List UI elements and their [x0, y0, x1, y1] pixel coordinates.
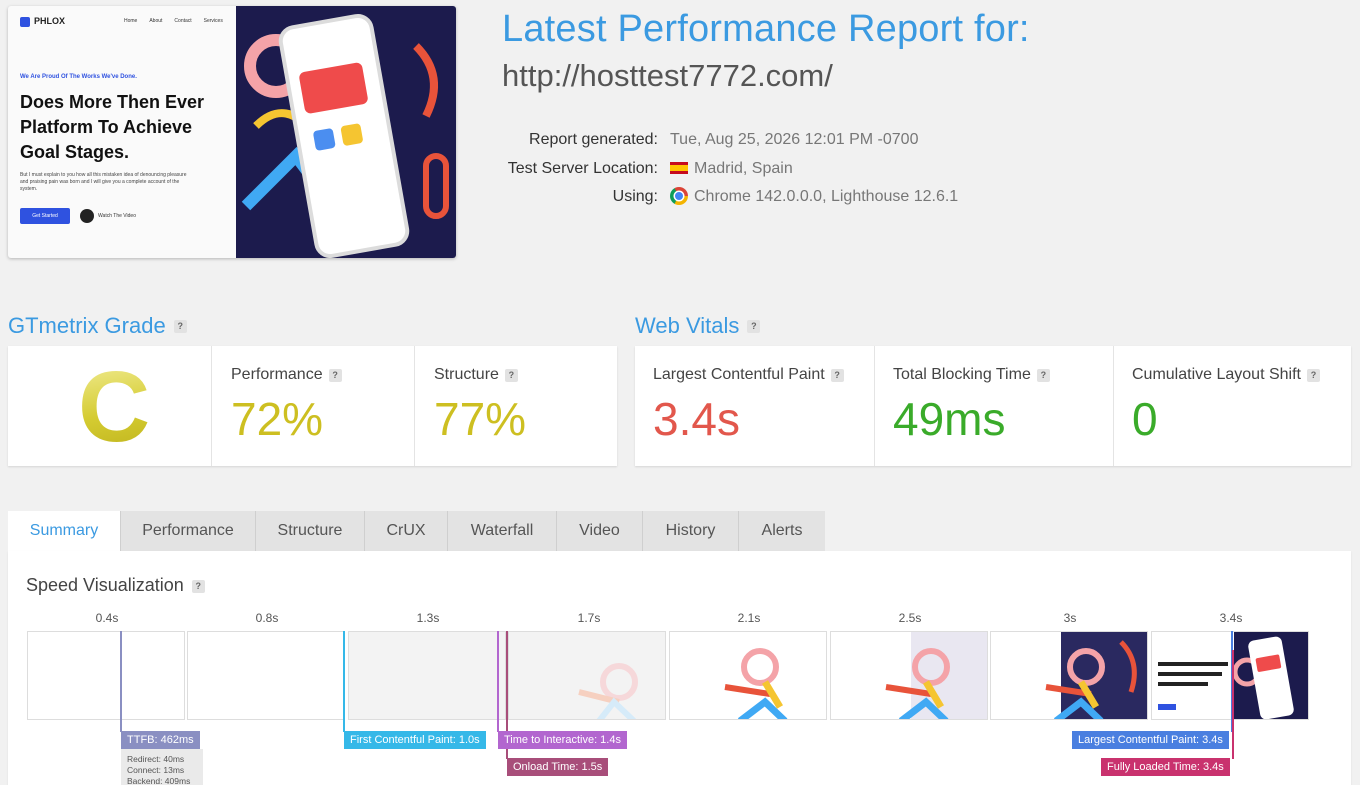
timeline-tick: 1.3s [416, 611, 440, 625]
lcp-label: Largest Contentful Paint? [653, 366, 844, 384]
filmstrip-frame[interactable] [348, 631, 506, 720]
lcp-cell: Largest Contentful Paint? 3.4s [635, 346, 874, 466]
timeline-tick: 2.1s [737, 611, 761, 625]
report-generated-value: Tue, Aug 25, 2026 12:01 PM -0700 [670, 131, 919, 148]
tbt-cell: Total Blocking Time? 49ms [874, 346, 1113, 466]
structure-cell: Structure? 77% [414, 346, 617, 466]
logo-icon [20, 16, 30, 27]
help-icon[interactable]: ? [830, 369, 844, 382]
test-location-value: Madrid, Spain [670, 155, 958, 184]
backend-time: Backend: 409ms [127, 776, 191, 785]
tab-history[interactable]: History [643, 511, 739, 551]
report-tabs: Summary Performance Structure CrUX Water… [8, 511, 825, 551]
tab-performance[interactable]: Performance [121, 511, 256, 551]
screenshot-logo: PHLOX [20, 16, 65, 27]
gtmetrix-grade-title: GTmetrix Grade? [8, 313, 187, 339]
timeline-tick: 3s [1063, 611, 1077, 625]
speed-visualization-title: Speed Visualization? [26, 575, 205, 596]
cls-value: 0 [1132, 393, 1158, 445]
using-value: Chrome 142.0.0.0, Lighthouse 12.6.1 [670, 183, 958, 212]
frame-thumbnail [1045, 632, 1147, 719]
screenshot-tagline: We Are Proud Of The Works We've Done. [20, 74, 137, 80]
screenshot-video-link: Watch The Video [80, 208, 136, 224]
help-icon[interactable]: ? [1036, 369, 1050, 382]
help-icon[interactable]: ? [173, 320, 187, 333]
onload-label[interactable]: Onload Time: 1.5s [507, 758, 609, 776]
filmstrip-frame[interactable] [830, 631, 988, 720]
tti-marker-line [497, 631, 499, 732]
frame-thumbnail [1158, 632, 1308, 719]
lcp-marker-label[interactable]: Largest Contentful Paint: 3.4s [1072, 731, 1229, 749]
tab-summary[interactable]: Summary [8, 511, 121, 551]
fully-loaded-marker-line [1232, 650, 1234, 759]
tab-crux[interactable]: CrUX [365, 511, 448, 551]
help-icon[interactable]: ? [747, 320, 761, 333]
timeline-tick: 1.7s [577, 611, 601, 625]
timeline-tick: 2.5s [898, 611, 922, 625]
filmstrip-frame[interactable] [27, 631, 185, 720]
screenshot-paragraph: But I must explain to you how all this m… [20, 172, 187, 192]
structure-value: 77% [434, 393, 527, 445]
performance-cell: Performance? 72% [211, 346, 414, 466]
web-vitals-card: Largest Contentful Paint? 3.4s Total Blo… [635, 346, 1351, 466]
connect-time: Connect: 13ms [127, 765, 185, 775]
report-meta-labels: Report generated: Test Server Location: … [490, 126, 658, 212]
help-icon[interactable]: ? [504, 369, 518, 382]
tab-structure[interactable]: Structure [256, 511, 365, 551]
filmstrip-frame[interactable] [990, 631, 1148, 720]
tti-label[interactable]: Time to Interactive: 1.4s [498, 731, 627, 749]
frame-thumbnail [724, 648, 788, 719]
report-generated-label: Report generated: [529, 131, 658, 148]
cls-label: Cumulative Layout Shift? [1132, 366, 1320, 384]
using-label: Using: [612, 188, 658, 205]
ttfb-label[interactable]: TTFB: 462ms [121, 731, 200, 749]
help-icon[interactable]: ? [1306, 369, 1320, 382]
tbt-label: Total Blocking Time? [893, 366, 1050, 384]
filmstrip-frame[interactable] [187, 631, 345, 720]
fully-loaded-label[interactable]: Fully Loaded Time: 3.4s [1101, 758, 1230, 776]
tab-waterfall[interactable]: Waterfall [448, 511, 557, 551]
grade-letter: C [78, 351, 151, 463]
report-meta-values: Tue, Aug 25, 2026 12:01 PM -0700 Madrid,… [670, 126, 958, 212]
test-location-label: Test Server Location: [507, 159, 658, 177]
play-icon [80, 208, 94, 223]
fcp-label[interactable]: First Contentful Paint: 1.0s [344, 731, 486, 749]
help-icon[interactable]: ? [328, 369, 342, 382]
filmstrip-frame[interactable] [1151, 631, 1309, 720]
filmstrip-frame[interactable] [669, 631, 827, 720]
ttfb-details: Redirect: 40ms Connect: 13ms Backend: 40… [121, 749, 203, 785]
lcp-value: 3.4s [653, 393, 740, 445]
timeline-tick: 0.4s [95, 611, 119, 625]
web-vitals-title: Web Vitals? [635, 313, 761, 339]
help-icon[interactable]: ? [191, 580, 205, 593]
onload-marker-line [506, 631, 508, 759]
grade-cell: C [8, 346, 211, 466]
gtmetrix-grade-card: C Performance? 72% Structure? 77% [8, 346, 617, 466]
screenshot-nav: Home About Contact Services [124, 18, 223, 24]
report-url[interactable]: http://hosttest7772.com/ [502, 58, 833, 93]
spain-flag-icon [670, 161, 688, 174]
page-screenshot: PHLOX Home About Contact Services We Are Pr… [8, 6, 456, 258]
performance-value: 72% [231, 393, 324, 445]
tab-alerts[interactable]: Alerts [739, 511, 825, 551]
frame-thumbnail [885, 632, 987, 719]
hero-illustration [236, 6, 456, 258]
tab-video[interactable]: Video [557, 511, 643, 551]
timeline-tick: 0.8s [255, 611, 279, 625]
report-title: Latest Performance Report for: [502, 8, 1030, 50]
frame-thumbnail [578, 663, 638, 719]
screenshot-headline: Does More Then Ever Platform To Achieve … [20, 92, 205, 162]
ttfb-marker-line [120, 631, 122, 732]
filmstrip-frame[interactable] [508, 631, 666, 720]
performance-label: Performance? [231, 366, 342, 384]
screenshot-cta: Get Started [20, 208, 70, 224]
tbt-value: 49ms [893, 393, 1006, 445]
chrome-icon [670, 187, 688, 205]
redirect-time: Redirect: 40ms [127, 754, 185, 764]
structure-label: Structure? [434, 366, 518, 384]
fcp-marker-line [343, 631, 345, 732]
timeline-tick: 3.4s [1219, 611, 1243, 625]
cls-cell: Cumulative Layout Shift? 0 [1113, 346, 1351, 466]
